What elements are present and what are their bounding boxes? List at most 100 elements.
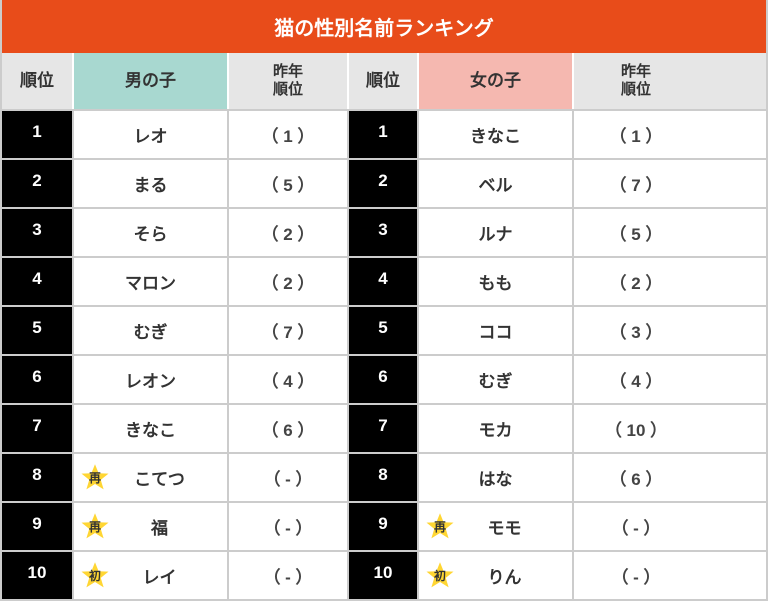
prev-rank-girl: （ 4 ） bbox=[572, 356, 698, 403]
boy-name-cell: 初 レイ bbox=[72, 552, 227, 599]
boy-name-cell: マロン bbox=[72, 258, 227, 305]
boy-name-cell: レオ bbox=[72, 111, 227, 158]
girl-name-cell: むぎ bbox=[417, 356, 572, 403]
boy-name-text: むぎ bbox=[134, 318, 168, 343]
star-badge-icon: 初 bbox=[425, 561, 455, 591]
boy-name-cell: 再福 bbox=[72, 503, 227, 550]
girl-name-text: むぎ bbox=[479, 367, 513, 392]
girl-name-text: ココ bbox=[479, 318, 513, 343]
header-rank-boy: 順位 bbox=[2, 53, 72, 109]
rank-cell-boy: 2 bbox=[2, 160, 72, 207]
prev-rank-girl: （ 7 ） bbox=[572, 160, 698, 207]
rank-cell-girl: 10 bbox=[347, 552, 417, 599]
header-boy: 男の子 bbox=[72, 53, 227, 109]
girl-name-text: ルナ bbox=[479, 220, 513, 245]
boy-name-text: レイ bbox=[143, 563, 177, 588]
prev-rank-boy: （ - ） bbox=[227, 503, 347, 550]
prev-rank-girl: （ 2 ） bbox=[572, 258, 698, 305]
table-row: 8再こてつ（ - ）8はな（ 6 ） bbox=[2, 452, 766, 501]
rank-cell-girl: 8 bbox=[347, 454, 417, 501]
rank-cell-boy: 5 bbox=[2, 307, 72, 354]
rank-cell-boy: 10 bbox=[2, 552, 72, 599]
prev-rank-girl: （ 1 ） bbox=[572, 111, 698, 158]
prev-rank-boy: （ 6 ） bbox=[227, 405, 347, 452]
girl-name-cell: はな bbox=[417, 454, 572, 501]
star-badge-icon: 再 bbox=[425, 512, 455, 542]
rank-cell-girl: 7 bbox=[347, 405, 417, 452]
table-body: 1レオ（ 1 ）1きなこ（ 1 ）2まる（ 5 ）2ベル（ 7 ）3そら（ 2 … bbox=[2, 109, 766, 599]
rank-cell-boy: 7 bbox=[2, 405, 72, 452]
rank-cell-girl: 9 bbox=[347, 503, 417, 550]
table-row: 9再福（ - ）9再モモ（ - ） bbox=[2, 501, 766, 550]
rank-cell-boy: 4 bbox=[2, 258, 72, 305]
prev-rank-girl: （ 3 ） bbox=[572, 307, 698, 354]
prev-rank-boy: （ 2 ） bbox=[227, 209, 347, 256]
boy-name-text: マロン bbox=[125, 269, 176, 294]
prev-rank-boy: （ 7 ） bbox=[227, 307, 347, 354]
rank-cell-girl: 3 bbox=[347, 209, 417, 256]
girl-name-cell: ベル bbox=[417, 160, 572, 207]
rank-cell-boy: 8 bbox=[2, 454, 72, 501]
prev-rank-boy: （ 2 ） bbox=[227, 258, 347, 305]
rank-cell-girl: 5 bbox=[347, 307, 417, 354]
girl-name-cell: モカ bbox=[417, 405, 572, 452]
rank-cell-boy: 1 bbox=[2, 111, 72, 158]
prev-rank-boy: （ - ） bbox=[227, 454, 347, 501]
rank-cell-boy: 9 bbox=[2, 503, 72, 550]
table-headers: 順位 男の子 昨年 順位 順位 女の子 昨年 順位 bbox=[2, 53, 766, 109]
star-badge-icon: 再 bbox=[80, 512, 110, 542]
boy-name-text: こてつ bbox=[134, 465, 185, 490]
boy-name-text: レオン bbox=[125, 367, 176, 392]
table-row: 5むぎ（ 7 ）5ココ（ 3 ） bbox=[2, 305, 766, 354]
girl-name-cell: ココ bbox=[417, 307, 572, 354]
girl-name-text: ベル bbox=[479, 171, 513, 196]
boy-name-text: きなこ bbox=[125, 416, 176, 441]
boy-name-text: そら bbox=[134, 220, 168, 245]
rank-cell-boy: 6 bbox=[2, 356, 72, 403]
rank-cell-girl: 4 bbox=[347, 258, 417, 305]
boy-name-cell: レオン bbox=[72, 356, 227, 403]
prev-rank-boy: （ 4 ） bbox=[227, 356, 347, 403]
girl-name-text: はな bbox=[479, 465, 513, 490]
rank-cell-boy: 3 bbox=[2, 209, 72, 256]
star-badge-icon: 初 bbox=[80, 561, 110, 591]
ranking-table: 猫の性別名前ランキング 順位 男の子 昨年 順位 順位 女の子 昨年 順位 1 レ… bbox=[0, 0, 768, 601]
boy-name-cell: 再こてつ bbox=[72, 454, 227, 501]
boy-name-text: レオ bbox=[134, 122, 168, 147]
girl-name-text: もも bbox=[479, 269, 513, 294]
rank-cell-girl: 6 bbox=[347, 356, 417, 403]
boy-name-cell: むぎ bbox=[72, 307, 227, 354]
girl-name-text: きなこ bbox=[470, 122, 521, 147]
girl-name-cell: もも bbox=[417, 258, 572, 305]
table-row: 2まる（ 5 ）2ベル（ 7 ） bbox=[2, 158, 766, 207]
prev-rank-girl: （ 6 ） bbox=[572, 454, 698, 501]
prev-rank-girl: （ - ） bbox=[572, 503, 698, 550]
girl-name-text: モモ bbox=[488, 514, 522, 539]
header-prev-girl: 昨年 順位 bbox=[572, 53, 698, 109]
table-row: 10初レイ（ - ）10初りん（ - ） bbox=[2, 550, 766, 599]
boy-name-cell: そら bbox=[72, 209, 227, 256]
girl-name-cell: きなこ bbox=[417, 111, 572, 158]
girl-name-cell: 初 りん bbox=[417, 552, 572, 599]
girl-name-cell: 再 モモ bbox=[417, 503, 572, 550]
prev-rank-boy: （ 1 ） bbox=[227, 111, 347, 158]
table-row: 1レオ（ 1 ）1きなこ（ 1 ） bbox=[2, 109, 766, 158]
star-badge-icon: 再 bbox=[80, 463, 110, 493]
rank-cell-girl: 2 bbox=[347, 160, 417, 207]
prev-rank-girl: （ - ） bbox=[572, 552, 698, 599]
header-rank-girl: 順位 bbox=[347, 53, 417, 109]
prev-rank-boy: （ - ） bbox=[227, 552, 347, 599]
girl-name-text: りん bbox=[488, 563, 522, 588]
table-row: 3そら（ 2 ）3ルナ（ 5 ） bbox=[2, 207, 766, 256]
table-title: 猫の性別名前ランキング bbox=[2, 0, 766, 53]
prev-rank-girl: （ 5 ） bbox=[572, 209, 698, 256]
boy-name-text: まる bbox=[134, 171, 168, 196]
table-row: 7きなこ（ 6 ）7モカ（ 10 ） bbox=[2, 403, 766, 452]
girl-name-cell: ルナ bbox=[417, 209, 572, 256]
girl-name-text: モカ bbox=[479, 416, 513, 441]
prev-rank-girl: （ 10 ） bbox=[572, 405, 698, 452]
boy-name-text: 福 bbox=[151, 514, 168, 539]
rank-cell-girl: 1 bbox=[347, 111, 417, 158]
header-prev-boy: 昨年 順位 bbox=[227, 53, 347, 109]
table-row: 4マロン（ 2 ）4もも（ 2 ） bbox=[2, 256, 766, 305]
